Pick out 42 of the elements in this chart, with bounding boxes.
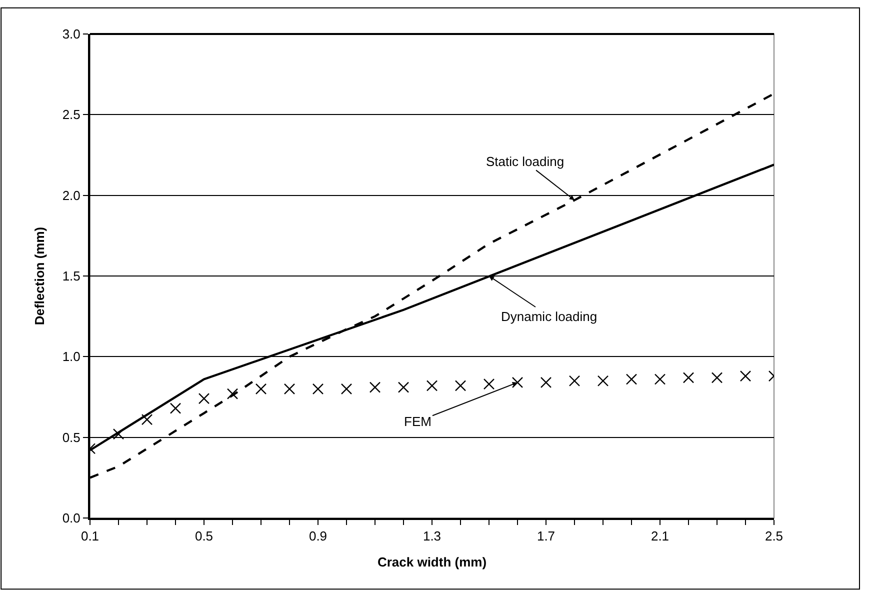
point [682, 372, 694, 384]
point [284, 383, 296, 395]
point [483, 378, 495, 390]
point [398, 382, 410, 393]
y-tick-label: 1.0 [62, 349, 80, 364]
y-tick-label: 0.0 [62, 510, 80, 526]
point [112, 428, 124, 440]
y-tick-label: 2.0 [62, 188, 80, 203]
point [654, 374, 666, 385]
point [340, 383, 352, 395]
x-tick-label: 1.3 [422, 528, 442, 544]
point [170, 402, 182, 414]
y-tick-label: 0.5 [62, 430, 80, 445]
annotation: Static loading [486, 154, 564, 169]
point [369, 382, 381, 393]
point [568, 375, 580, 386]
point [198, 393, 210, 404]
x-tick-label: 1.7 [536, 528, 556, 544]
point [540, 376, 552, 388]
point [711, 372, 723, 384]
annotation: FEM [404, 414, 432, 429]
point [141, 414, 153, 426]
point [255, 383, 267, 395]
x-tick-label: 0.5 [194, 528, 214, 544]
point [512, 376, 524, 388]
point [454, 380, 466, 392]
y-tick-label: 3.0 [62, 26, 80, 42]
y-tick-label: 1.5 [62, 268, 80, 284]
point [597, 375, 609, 386]
y-tick-label: 2.5 [62, 107, 80, 122]
point [312, 383, 324, 395]
annotation: Dynamic loading [501, 309, 598, 324]
x-tick-label: 0.9 [308, 528, 328, 544]
x-tick-label: 0.1 [80, 528, 100, 544]
point [626, 374, 638, 385]
x-tick-label: 2.1 [650, 528, 670, 544]
point [740, 370, 752, 382]
x-tick-label: 2.5 [764, 528, 784, 544]
point [226, 388, 238, 400]
x-axis-title: Crack width (mm) [377, 554, 487, 570]
y-axis-title: Deflection (mm) [32, 226, 47, 326]
point [426, 380, 438, 392]
